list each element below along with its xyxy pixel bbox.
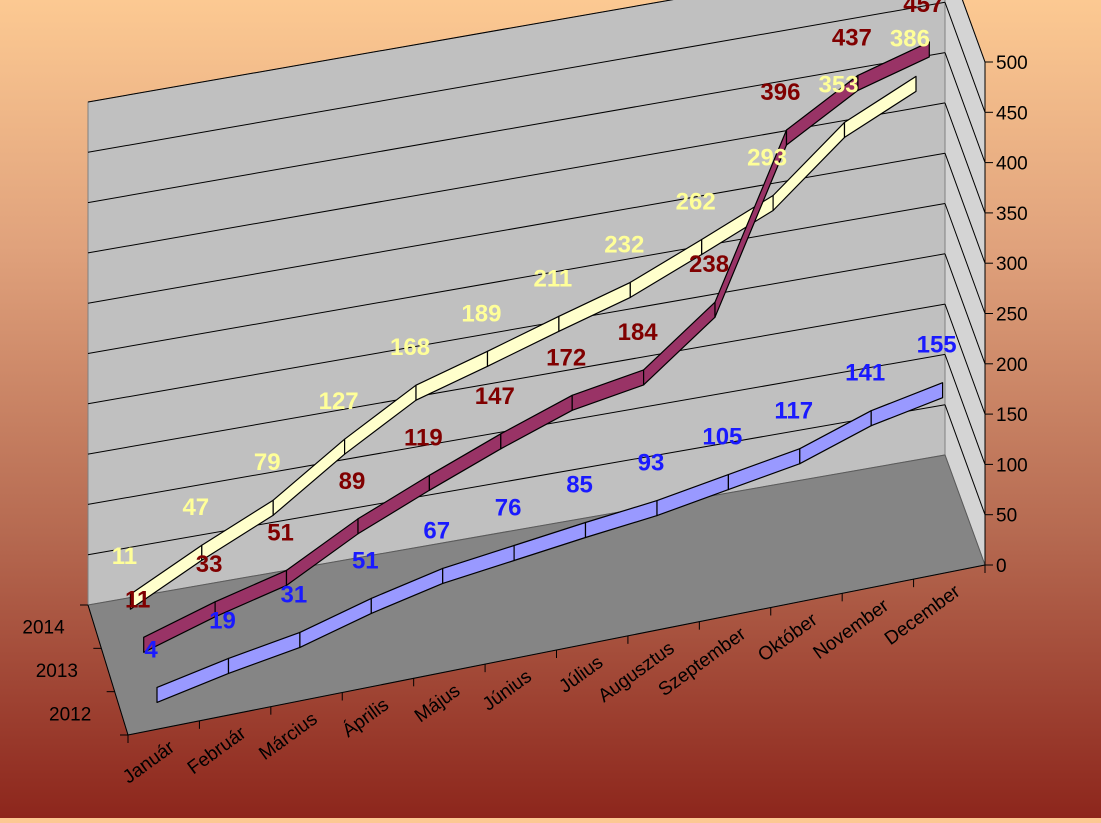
chart-walls — [87, 0, 986, 736]
gridline — [87, 1, 946, 153]
data-label-2013: 11 — [125, 586, 150, 613]
data-label-2013: 119 — [404, 424, 443, 451]
x-tick-label: Szeptember — [655, 623, 751, 701]
data-label-2013: 51 — [267, 519, 294, 546]
gridline — [87, 52, 946, 204]
gridline-side — [944, 253, 986, 364]
data-label-2013: 184 — [618, 319, 659, 346]
x-tick-label: Március — [255, 709, 321, 765]
x-tick-label: Április — [339, 694, 393, 741]
data-label-2012: 117 — [774, 398, 813, 425]
x-tick-label: Június — [479, 666, 536, 715]
x-tick-label: Május — [411, 680, 464, 727]
gridline — [87, 203, 946, 354]
gridline-side — [944, 2, 986, 113]
x-tick-label: Október — [754, 609, 822, 666]
y-tick-label: 250 — [996, 305, 1028, 326]
gridline — [87, 0, 674, 103]
y-tick-label: 0 — [996, 556, 1007, 577]
data-label-2013: 238 — [689, 251, 729, 278]
series-2014-segment — [843, 75, 917, 138]
series-2013-segment — [857, 41, 930, 92]
data-label-2014: 386 — [890, 25, 930, 52]
data-label-2013: 33 — [196, 551, 223, 578]
z-tick-label: 2014 — [22, 618, 65, 639]
gridline-side — [944, 203, 986, 314]
data-label-2014: 232 — [604, 231, 644, 258]
data-label-2014: 262 — [676, 188, 716, 215]
gridline-side — [961, 0, 986, 63]
series-2012-segment — [870, 382, 944, 427]
data-label-2013: 396 — [760, 79, 800, 106]
x-tick-label: December — [881, 581, 965, 650]
gridline-side — [944, 404, 986, 515]
data-label-2014: 47 — [182, 494, 209, 521]
y-tick-label: 300 — [996, 254, 1028, 275]
data-label-2013: 437 — [832, 24, 872, 51]
x-tick-label: November — [810, 595, 894, 664]
data-label-2014: 168 — [390, 334, 430, 361]
gridline — [87, 253, 946, 405]
data-label-2014: 293 — [747, 145, 787, 172]
data-label-2014: 189 — [461, 300, 501, 327]
series-ribbons — [129, 41, 944, 704]
gridline — [87, 303, 946, 455]
gridline-side — [944, 52, 986, 163]
data-label-2012: 85 — [566, 472, 593, 499]
y-tick-label: 100 — [996, 455, 1028, 476]
gridline-side — [944, 153, 986, 264]
data-labels: 11 47 79 127 168 189 211 232 262 293 353 386 11 33 51 8… — [112, 0, 957, 663]
data-label-2013: 457 — [903, 0, 943, 18]
y-tick-label: 500 — [996, 53, 1028, 74]
data-label-2012: 105 — [702, 424, 742, 451]
data-label-2014: 353 — [819, 71, 859, 98]
data-label-2012: 51 — [352, 547, 379, 574]
data-label-2013: 172 — [546, 344, 586, 371]
data-label-2014: 127 — [319, 388, 359, 415]
data-label-2012: 4 — [144, 636, 158, 663]
data-label-2012: 31 — [281, 581, 308, 608]
y-tick-label: 200 — [996, 355, 1028, 376]
z-axis-line — [87, 604, 129, 736]
data-label-2012: 76 — [495, 494, 522, 521]
data-label-2012: 67 — [423, 517, 450, 544]
y-tick-label: 450 — [996, 103, 1028, 124]
data-label-2012: 155 — [917, 332, 957, 359]
data-label-2013: 89 — [339, 468, 366, 495]
y-tick-label: 400 — [996, 154, 1028, 175]
data-label-2014: 79 — [254, 449, 281, 476]
x-tick-label: Január — [119, 737, 179, 789]
y-tick-label: 150 — [996, 405, 1028, 426]
gridline-side — [944, 102, 986, 214]
data-label-2014: 211 — [534, 265, 573, 292]
data-label-2012: 93 — [638, 450, 665, 477]
data-label-2013: 147 — [475, 383, 515, 410]
data-label-2012: 19 — [209, 607, 236, 634]
y-tick-label: 350 — [996, 204, 1028, 225]
x-tick-label: Február — [184, 722, 251, 778]
gridline-side — [944, 354, 986, 465]
z-tick-label: 2012 — [49, 704, 91, 725]
z-tick-label: 2013 — [36, 661, 78, 682]
gridline-side — [944, 303, 986, 415]
data-label-2012: 141 — [845, 360, 885, 387]
y-tick-label: 50 — [996, 506, 1017, 527]
data-label-2014: 11 — [112, 543, 137, 570]
